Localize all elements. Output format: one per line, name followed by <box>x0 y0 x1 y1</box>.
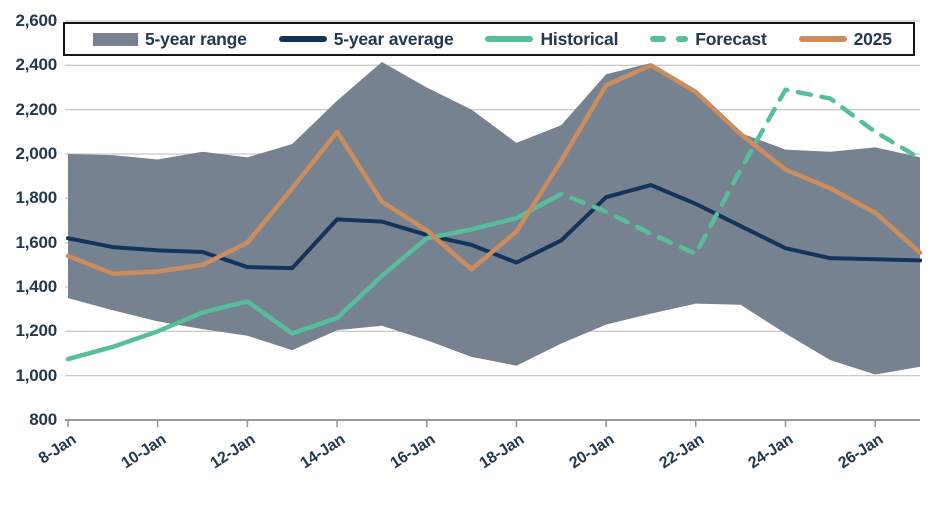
series-5-year-range-band <box>68 62 920 375</box>
series-forecast-line <box>559 87 923 256</box>
y-axis-label: 2,000 <box>15 144 57 163</box>
legend-band-swatch <box>93 32 138 46</box>
legend-item-historical: Historical <box>485 29 618 50</box>
series-5-year-average-line <box>66 183 922 271</box>
y-axis-label: 1,800 <box>15 188 57 208</box>
legend-line-swatch <box>278 36 327 42</box>
y-axis-label: 1,200 <box>15 321 57 341</box>
y-axis-label: 2,600 <box>15 11 57 30</box>
legend-line-swatch <box>798 36 847 42</box>
y-axis-label: 2,400 <box>15 55 57 75</box>
legend-label: 5-year range <box>145 28 247 49</box>
legend-item-5-year-range: 5-year range <box>93 29 247 50</box>
legend-dashed-line-swatch <box>650 36 689 42</box>
y-axis-label: 2,200 <box>15 99 57 119</box>
legend-label: Historical <box>540 28 619 49</box>
y-axis-label: 800 <box>29 410 57 429</box>
y-axis-label: 1,400 <box>15 277 57 296</box>
legend-item-2025: 2025 <box>798 28 892 50</box>
series-2025-line <box>65 63 923 276</box>
legend-label: 5-year average <box>333 28 454 49</box>
legend-item-forecast: Forecast <box>650 28 767 50</box>
legend-line-swatch <box>485 36 534 42</box>
y-axis-label: 1,000 <box>15 365 57 385</box>
legend-item-5-year-average: 5-year average <box>278 28 454 50</box>
legend-label: Forecast <box>695 28 767 49</box>
legend: 5-year range 5-year average Historical Fore… <box>63 22 915 56</box>
y-axis-label: 1,600 <box>15 232 57 252</box>
series-historical-line <box>65 191 564 362</box>
legend-label: 2025 <box>853 28 892 49</box>
